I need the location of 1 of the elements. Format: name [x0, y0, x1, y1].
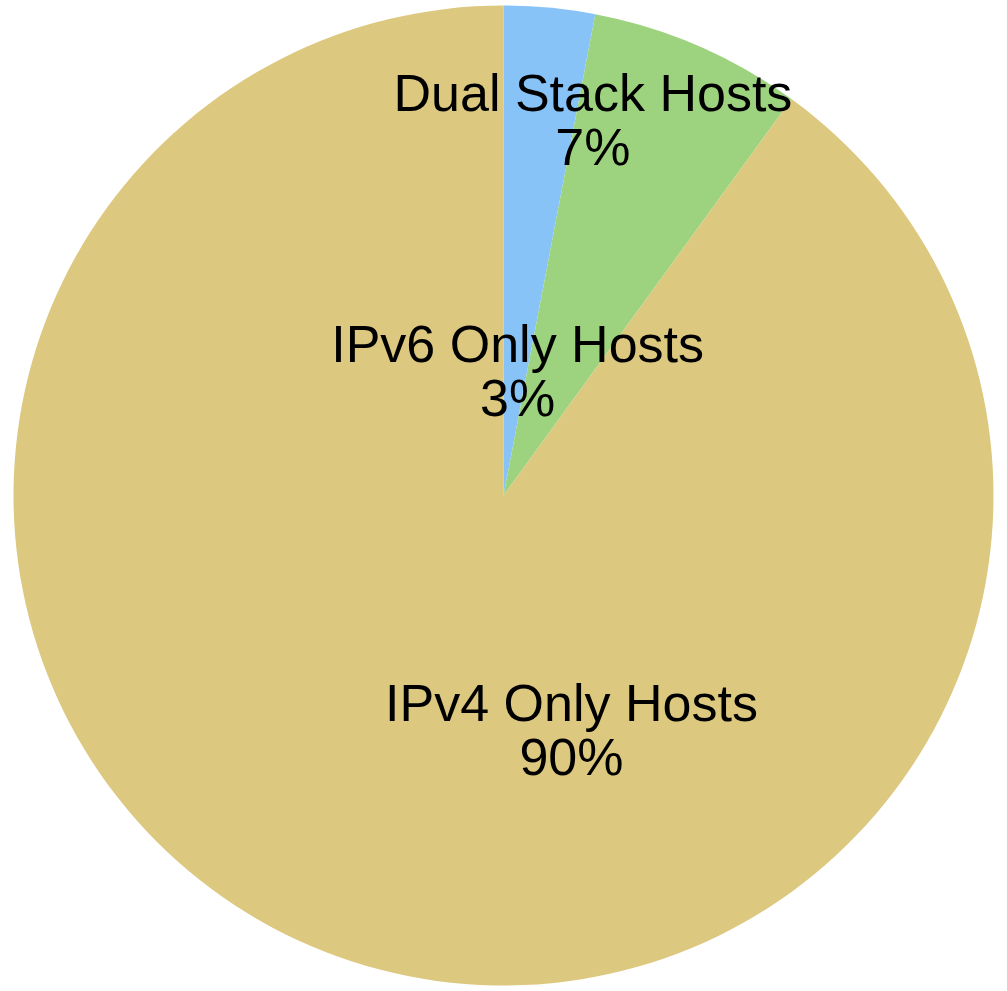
pie-slice	[13, 5, 994, 985]
